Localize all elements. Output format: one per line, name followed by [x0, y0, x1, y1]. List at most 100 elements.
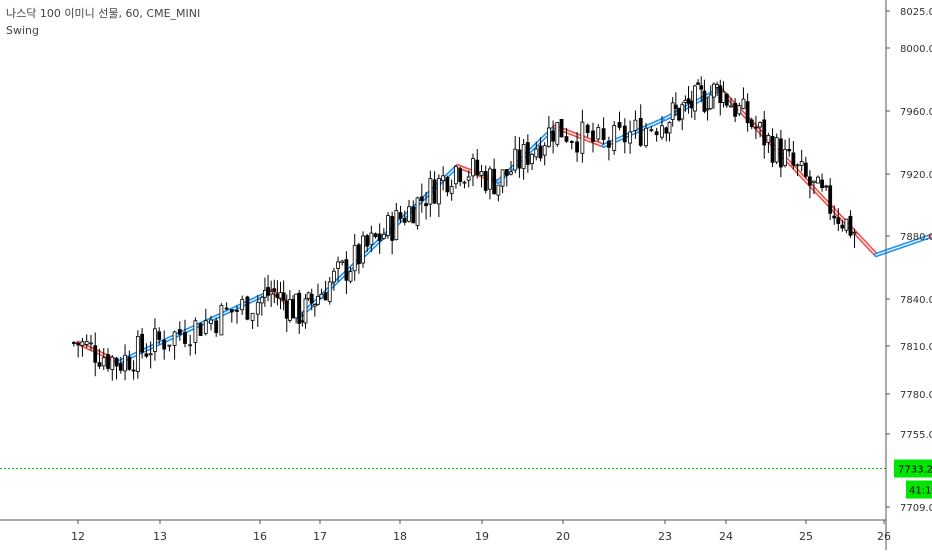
candle-body [250, 312, 255, 321]
candle-body [449, 186, 454, 194]
y-tick-label: 7840.00 [900, 295, 932, 306]
candle-body [803, 162, 808, 177]
candle-body [547, 127, 551, 147]
candle-body [677, 108, 681, 121]
candle-body [118, 363, 123, 371]
candle-body [312, 304, 317, 307]
candle-body [278, 292, 283, 299]
candle-body [729, 105, 733, 108]
x-tick-label: 26 [877, 530, 891, 543]
candle-body [628, 131, 633, 144]
swing-segment-inner [719, 88, 877, 256]
candle-body [294, 293, 299, 319]
candle-body [281, 292, 286, 301]
candle-body [284, 300, 289, 319]
candle-body [255, 302, 260, 315]
candle-body [525, 142, 530, 165]
candle-body [741, 98, 746, 109]
candle-body [660, 125, 664, 138]
candle-body [848, 215, 853, 236]
candle-body [127, 356, 132, 370]
candle-body [193, 320, 198, 343]
candle-body [245, 296, 250, 320]
candle-body [352, 244, 357, 272]
candle-body [327, 281, 332, 302]
candle-body [144, 353, 149, 357]
candle-body [235, 310, 239, 312]
candle-body [488, 168, 492, 190]
candle-body [649, 129, 654, 132]
candle-body [852, 232, 857, 235]
candle-body [475, 159, 480, 176]
candle-body [612, 125, 617, 151]
candle-body [183, 331, 187, 344]
candle-body [762, 119, 767, 146]
candle-body [607, 140, 611, 148]
last-price-badge [894, 459, 932, 478]
x-tick-label: 24 [719, 530, 733, 543]
candle-body [770, 135, 775, 163]
candle-body [702, 90, 707, 112]
candle-body [309, 294, 314, 304]
candle-body [80, 341, 85, 346]
x-tick-label: 18 [393, 530, 407, 543]
candle-body [458, 168, 463, 182]
candle-body [745, 101, 750, 124]
candle-body [692, 85, 697, 112]
candle-body [89, 342, 93, 345]
candle-body [214, 320, 219, 334]
candle-body [479, 170, 484, 176]
candle-body [664, 127, 669, 134]
candle-body [496, 184, 501, 196]
candle-body [791, 152, 796, 166]
candle-body [428, 178, 433, 205]
candle-body [336, 261, 340, 269]
candle-body [559, 118, 564, 138]
candle-body [683, 99, 688, 103]
candle-body [673, 104, 678, 109]
candle-body [445, 176, 450, 193]
indicator-label[interactable]: Swing [6, 24, 39, 37]
candle-body [224, 307, 229, 310]
candle-body [601, 128, 606, 140]
candle-body [828, 185, 833, 214]
candle-body [407, 206, 411, 222]
y-tick-label: 7920.00 [900, 170, 932, 181]
candle-body [644, 127, 648, 147]
candle-body [356, 244, 361, 265]
candle-body [667, 121, 672, 134]
candle-body [319, 293, 324, 299]
candle-body [101, 357, 106, 367]
candle-body [365, 235, 370, 247]
last-price-label: 7733.25 [898, 465, 932, 476]
candle-body [680, 104, 685, 120]
candle-body [591, 130, 595, 142]
candle-body [509, 171, 513, 175]
candle-body [483, 171, 488, 191]
candle-body [188, 344, 193, 347]
candle-body [162, 339, 167, 350]
candle-body [569, 141, 574, 143]
candle-body [538, 145, 543, 159]
candle-body [832, 215, 837, 219]
candle-body [521, 144, 526, 170]
candle-body [287, 299, 292, 321]
candle-body [432, 179, 437, 204]
chart-title[interactable]: 나스닥 100 이미니 선물, 60, CME_MINI [6, 7, 201, 20]
candle-body [369, 232, 374, 246]
candle-body [332, 270, 336, 283]
candle-body [820, 179, 824, 189]
y-tick-label: 7810.00 [900, 342, 932, 353]
candle-body [323, 292, 328, 301]
candle-body [306, 292, 311, 299]
candle-body [530, 153, 534, 165]
candle-body [140, 333, 145, 353]
candle-body [670, 102, 675, 120]
candle-body [297, 292, 302, 324]
candle-body [585, 124, 590, 133]
candle-body [209, 319, 213, 324]
candle-body [263, 290, 267, 298]
candle-body [766, 135, 771, 143]
